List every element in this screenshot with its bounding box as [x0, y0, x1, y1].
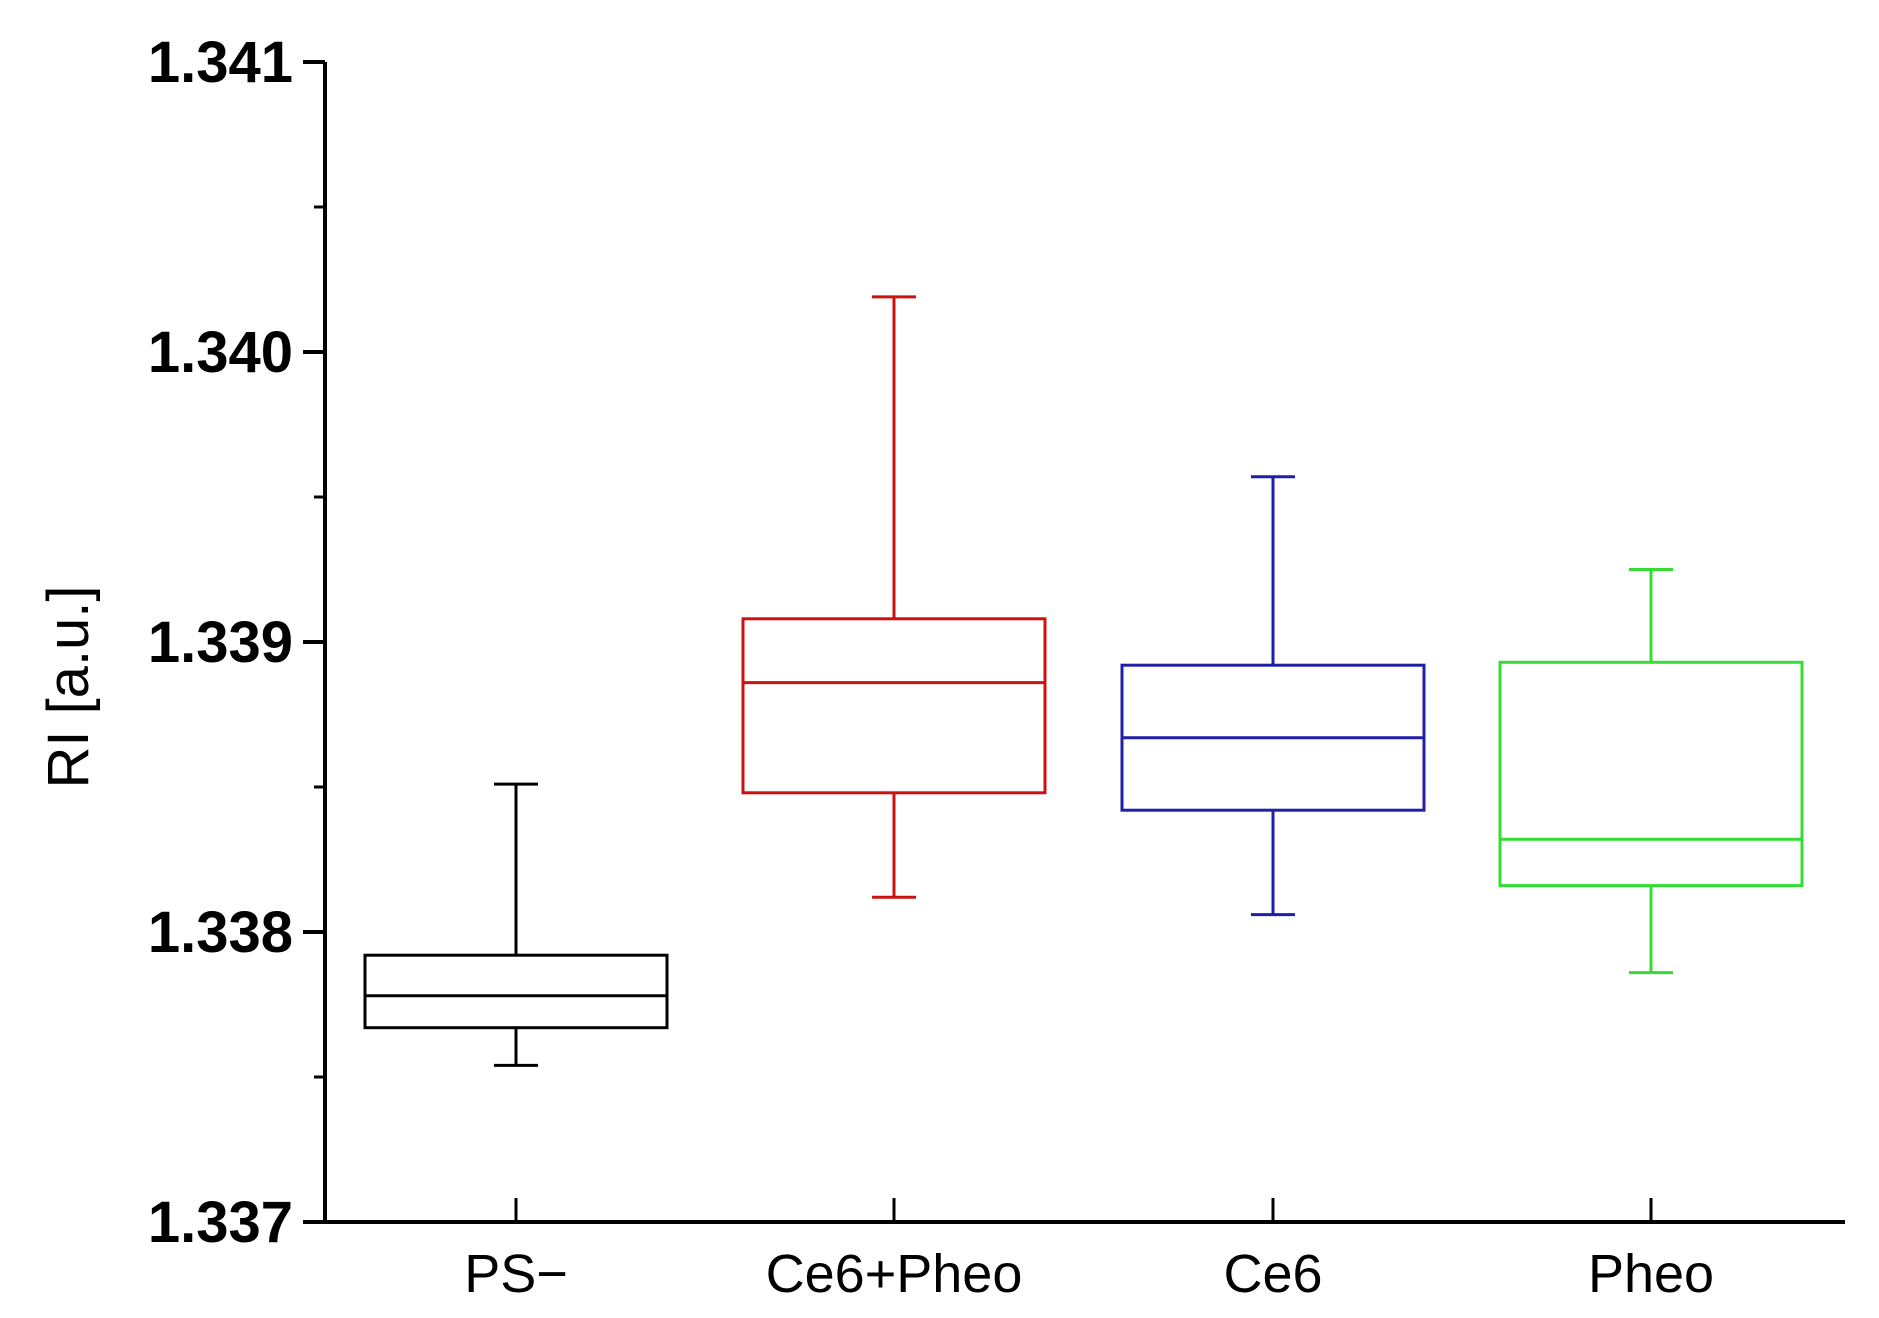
- boxes: [363, 295, 1804, 1067]
- y-tick-label: 1.340: [148, 320, 293, 385]
- x-tick-label: PS−: [464, 1244, 568, 1304]
- y-tick-label: 1.339: [148, 610, 293, 675]
- x-tick-label: Ce6+Pheo: [766, 1244, 1023, 1304]
- y-axis-label: RI [a.u.]: [36, 585, 101, 788]
- iqr-box: [1498, 660, 1804, 888]
- y-tick-label: 1.337: [148, 1190, 293, 1255]
- box-4: [1498, 568, 1804, 975]
- box-1: [363, 782, 669, 1067]
- iqr-box: [363, 953, 669, 1030]
- x-tick-label: Ce6: [1223, 1244, 1322, 1304]
- axes: [303, 62, 1845, 1224]
- box-2: [741, 295, 1047, 899]
- y-tick-label: 1.338: [148, 900, 293, 965]
- iqr-box: [741, 617, 1047, 795]
- box-3: [1120, 475, 1426, 917]
- y-tick-label: 1.341: [148, 30, 293, 95]
- x-ticks: PS− Ce6+Pheo Ce6 Pheo: [464, 1198, 1714, 1304]
- x-tick-label: Pheo: [1588, 1244, 1714, 1304]
- y-ticks: 1.337 1.338 1.339 1.340 1.341: [148, 30, 325, 1255]
